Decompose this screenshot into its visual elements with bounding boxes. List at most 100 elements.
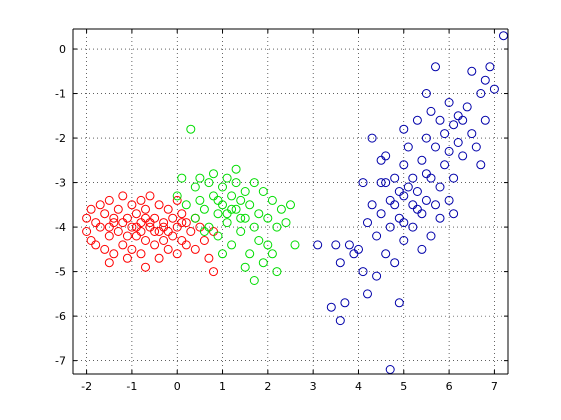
data-point <box>367 200 377 210</box>
data-point <box>412 187 422 196</box>
data-point <box>222 173 232 183</box>
data-point <box>172 191 182 201</box>
data-point <box>458 151 468 161</box>
data-point <box>390 173 400 183</box>
data-point <box>154 200 164 210</box>
data-point <box>431 200 440 210</box>
data-point <box>190 182 200 192</box>
data-point <box>227 240 237 250</box>
data-point <box>267 195 277 205</box>
data-point <box>236 195 246 205</box>
data-point <box>367 133 377 143</box>
data-point <box>258 187 268 196</box>
data-point <box>403 142 413 152</box>
x-tick-label: 0 <box>174 380 181 393</box>
data-point <box>354 244 363 254</box>
y-tick-label: 0 <box>59 43 66 56</box>
data-point <box>168 231 178 241</box>
y-tick-label: -1 <box>55 88 66 101</box>
x-tick-label: 5 <box>400 380 407 393</box>
data-point <box>286 200 295 210</box>
data-point <box>399 236 409 245</box>
data-point <box>435 213 445 223</box>
data-point <box>181 218 191 228</box>
data-point <box>485 62 495 72</box>
x-tick-label: 1 <box>219 380 226 393</box>
data-point <box>159 236 169 245</box>
data-point <box>267 249 277 259</box>
data-point <box>209 191 218 201</box>
data-point <box>394 213 404 223</box>
data-point <box>449 209 459 219</box>
data-point <box>104 231 114 241</box>
data-point <box>363 289 372 299</box>
data-point <box>199 204 209 214</box>
data-point <box>412 115 422 125</box>
data-point <box>100 244 110 254</box>
data-point <box>440 160 450 170</box>
data-point <box>218 182 227 192</box>
data-point <box>249 222 259 232</box>
data-point <box>249 178 259 188</box>
data-point <box>390 200 400 210</box>
data-point <box>435 115 445 125</box>
data-point <box>435 182 445 192</box>
data-point <box>272 267 282 277</box>
data-point <box>204 178 214 188</box>
x-tick-label: 2 <box>264 380 271 393</box>
series-1 <box>172 124 300 285</box>
x-tick-label: -1 <box>126 380 137 393</box>
data-point <box>122 253 132 263</box>
x-ticks: -2 -1 0 1 2 3 4 5 6 7 <box>81 29 498 393</box>
data-point <box>417 244 427 254</box>
data-point <box>209 267 218 277</box>
data-point <box>172 249 182 259</box>
data-point <box>227 204 237 214</box>
y-tick-label: -3 <box>55 177 66 190</box>
data-point <box>213 209 223 219</box>
data-point <box>163 227 173 236</box>
data-point <box>122 231 132 241</box>
data-point <box>403 182 413 192</box>
data-point <box>195 173 205 183</box>
data-point <box>127 222 137 232</box>
x-tick-label: 6 <box>446 380 453 393</box>
data-point <box>358 178 368 188</box>
data-point <box>236 227 246 236</box>
data-point <box>290 240 300 250</box>
data-point <box>421 169 431 179</box>
data-point <box>444 146 454 156</box>
data-point <box>104 195 114 205</box>
data-point <box>190 244 200 254</box>
data-point <box>109 218 119 228</box>
data-point <box>458 115 468 125</box>
data-point <box>199 236 209 245</box>
data-point <box>431 142 440 152</box>
data-point <box>240 262 250 272</box>
data-point <box>240 187 250 196</box>
data-point <box>426 106 436 116</box>
data-point <box>172 222 182 232</box>
data-point <box>190 213 200 223</box>
data-point <box>249 276 259 285</box>
data-point <box>381 151 391 161</box>
x-tick-label: 3 <box>310 380 317 393</box>
data-point <box>449 120 459 130</box>
x-tick-label: 4 <box>355 380 362 393</box>
data-point <box>136 249 146 259</box>
data-point <box>421 133 431 143</box>
data-point <box>426 231 436 241</box>
data-point <box>480 115 490 125</box>
x-tick-label: -2 <box>81 380 92 393</box>
data-point <box>258 258 268 268</box>
data-point <box>372 231 382 241</box>
data-point <box>254 236 264 245</box>
data-point <box>186 227 196 236</box>
y-tick-label: -5 <box>55 266 66 279</box>
data-point <box>381 178 391 188</box>
data-point <box>281 218 291 228</box>
data-point <box>213 195 223 205</box>
data-point <box>399 191 409 201</box>
data-point <box>141 213 150 223</box>
data-point <box>131 209 141 219</box>
